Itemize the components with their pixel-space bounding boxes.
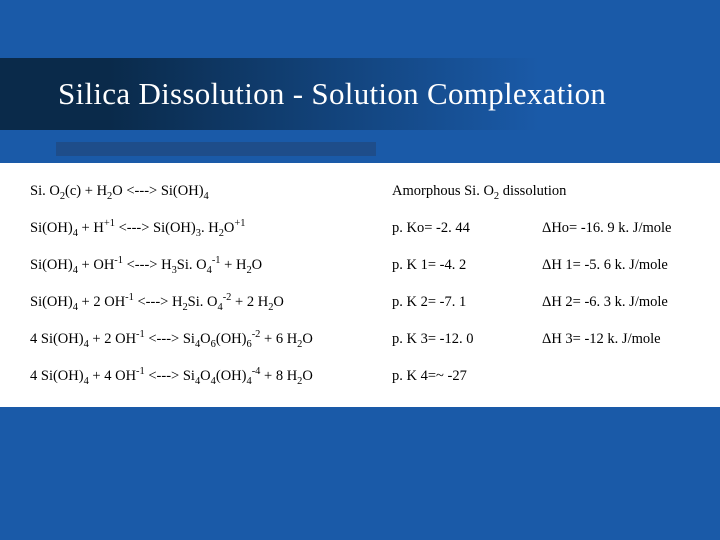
- delta-h-text: ΔH 3= -12 k. J/mole: [542, 331, 690, 348]
- pk-text: p. K 2= -7. 1: [392, 294, 542, 311]
- content-panel: Si. O2(c) + H2O <---> Si(OH)4 Amorphous …: [0, 163, 720, 407]
- pk-text: p. K 4=~ -27: [392, 368, 542, 385]
- equation-text: 4 Si(OH)4 + 4 OH-1 <---> Si4O4(OH)4-4 + …: [30, 368, 392, 385]
- accent-bar: [56, 142, 376, 156]
- bottom-strip: [0, 500, 720, 540]
- equation-text: Si(OH)4 + OH-1 <---> H3Si. O4-1 + H2O: [30, 257, 392, 274]
- delta-h-text: ΔH 2= -6. 3 k. J/mole: [542, 294, 690, 311]
- pk-text: p. K 1= -4. 2: [392, 257, 542, 274]
- equation-row: 4 Si(OH)4 + 2 OH-1 <---> Si4O6(OH)6-2 + …: [30, 331, 690, 348]
- equation-row: Si. O2(c) + H2O <---> Si(OH)4 Amorphous …: [30, 183, 690, 200]
- equation-row: 4 Si(OH)4 + 4 OH-1 <---> Si4O4(OH)4-4 + …: [30, 368, 690, 385]
- equation-text: 4 Si(OH)4 + 2 OH-1 <---> Si4O6(OH)6-2 + …: [30, 331, 392, 348]
- equation-text: Si(OH)4 + 2 OH-1 <---> H2Si. O4-2 + 2 H2…: [30, 294, 392, 311]
- equation-row: Si(OH)4 + OH-1 <---> H3Si. O4-1 + H2O p.…: [30, 257, 690, 274]
- delta-h-text: ΔH 1= -5. 6 k. J/mole: [542, 257, 690, 274]
- equation-row: Si(OH)4 + H+1 <---> Si(OH)3. H2O+1 p. Ko…: [30, 220, 690, 237]
- delta-h-text: ΔHo= -16. 9 k. J/mole: [542, 220, 690, 237]
- description-text: Amorphous Si. O2 dissolution: [392, 183, 566, 200]
- equation-row: Si(OH)4 + 2 OH-1 <---> H2Si. O4-2 + 2 H2…: [30, 294, 690, 311]
- pk-text: p. K 3= -12. 0: [392, 331, 542, 348]
- equation-text: Si. O2(c) + H2O <---> Si(OH)4: [30, 183, 392, 200]
- page-title: Silica Dissolution - Solution Complexati…: [58, 76, 606, 112]
- equation-text: Si(OH)4 + H+1 <---> Si(OH)3. H2O+1: [30, 220, 392, 237]
- title-band: Silica Dissolution - Solution Complexati…: [0, 58, 720, 130]
- pk-text: p. Ko= -2. 44: [392, 220, 542, 237]
